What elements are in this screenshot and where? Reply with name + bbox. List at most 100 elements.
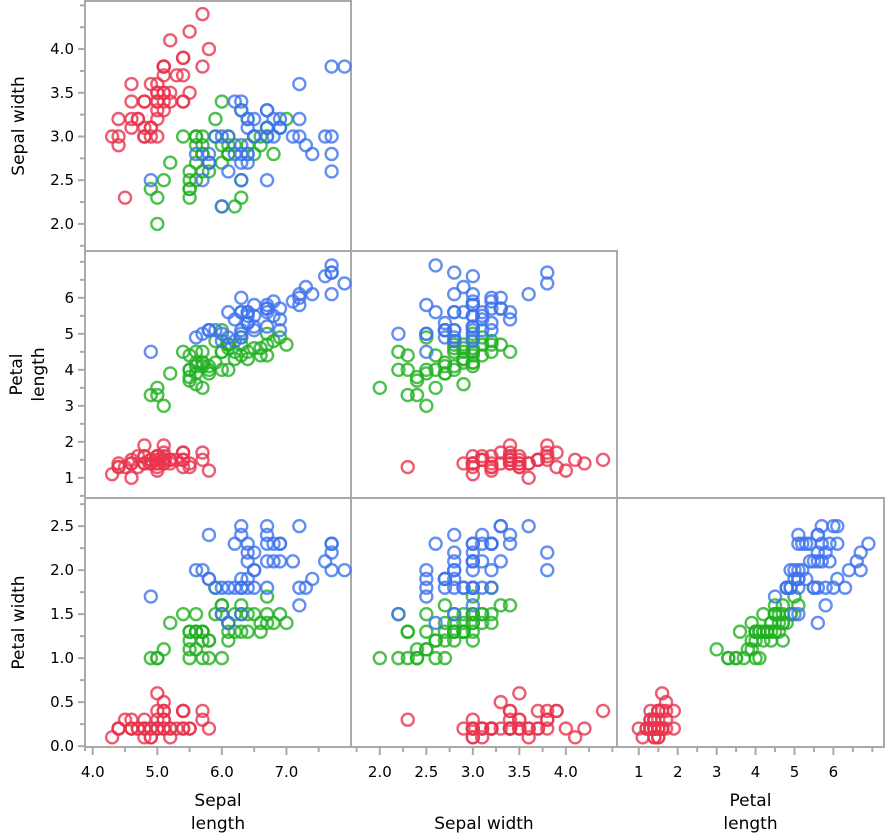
data-point-virginica [767,589,783,604]
data-point-versicolor [465,606,481,622]
data-point-virginica [465,598,481,613]
data-point-versicolor [259,615,275,631]
data-point-versicolor [214,94,230,109]
data-point-versicolor [791,598,806,613]
data-point-versicolor [428,362,443,378]
data-point-virginica [208,580,223,595]
data-point-virginica [810,554,826,569]
y-axis-title-line: Petal [7,354,27,396]
data-point-versicolor [456,351,471,367]
data-point-setosa [502,721,518,736]
data-point-setosa [502,703,518,719]
data-point-versicolor [484,615,499,631]
y-tick-label: 1.5 [50,605,74,623]
data-point-setosa [484,456,499,471]
x-tick-label: 2.5 [414,763,438,781]
y-tick-label: 2.0 [50,561,74,579]
data-point-virginica [324,129,339,144]
data-point-virginica [292,598,307,613]
data-point-versicolor [447,359,462,374]
data-point-setosa [474,730,490,745]
y-tick-label: 1 [64,469,74,487]
data-point-setosa [647,712,662,727]
data-point-virginica [502,527,518,543]
data-point-virginica [802,554,818,569]
data-point-virginica [502,312,518,327]
data-point-virginica [259,103,275,118]
panel-pw-vs-sl [84,497,352,748]
data-point-versicolor [150,380,165,396]
data-point-setosa [124,456,139,471]
data-point-setosa [124,721,139,736]
data-point-versicolor [447,633,462,648]
data-point-versicolor [400,650,415,666]
data-point-setosa [651,703,666,719]
data-point-versicolor [732,624,748,639]
data-point-setosa [465,721,481,736]
data-point-virginica [292,111,307,127]
data-point-setosa [111,459,126,475]
data-point-virginica [484,294,499,309]
data-point-virginica [447,571,462,587]
data-point-virginica [474,580,490,595]
data-point-virginica [272,323,288,338]
data-point-setosa [195,59,210,74]
data-point-setosa [201,41,217,57]
x-axis-title-pl: Petal length [723,791,777,834]
data-point-versicolor [227,351,242,367]
data-point-setosa [175,50,191,66]
y-axis-title-line: length [29,347,49,401]
data-point-virginica [502,536,518,551]
data-point-setosa [530,721,546,736]
data-point-versicolor [736,650,752,666]
x-tick-label: 4.0 [554,763,578,781]
data-point-virginica [447,305,462,320]
data-point-versicolor [156,642,171,657]
data-point-virginica [447,554,462,569]
data-point-virginica [493,554,508,569]
data-point-versicolor [400,348,415,363]
data-point-virginica [419,297,434,313]
x-axis-title-line: Sepal [194,791,241,811]
x-tick-label: 3.0 [461,763,485,781]
data-point-virginica [259,301,275,316]
data-point-setosa [666,703,682,719]
data-point-setosa [493,721,508,736]
data-point-virginica [221,164,236,179]
data-point-versicolor [748,633,763,648]
data-point-setosa [137,94,152,109]
data-point-versicolor [259,589,275,604]
data-point-virginica [214,333,230,349]
data-point-virginica [465,554,481,569]
data-point-virginica [521,287,536,302]
data-point-virginica [861,536,876,551]
data-point-virginica [456,279,471,295]
data-point-setosa [567,730,583,745]
data-point-setosa [521,730,536,745]
data-point-setosa [150,449,165,464]
data-point-virginica [419,580,434,595]
data-point-setosa [577,456,592,471]
data-point-setosa [647,721,662,736]
data-point-virginica [208,129,223,144]
data-point-virginica [484,323,499,338]
data-point-virginica [324,287,339,302]
data-point-setosa [512,721,527,736]
data-point-versicolor [437,633,453,648]
data-point-virginica [447,287,462,302]
data-point-virginica [337,562,352,578]
data-point-versicolor [195,380,210,396]
y-tick-label: 2.5 [50,171,74,189]
data-point-virginica [259,580,275,595]
data-point-virginica [324,536,339,551]
data-point-versicolor [259,606,275,622]
data-point-virginica [419,571,434,587]
data-point-setosa [182,85,197,100]
x-tick-label: 3 [712,763,722,781]
data-point-versicolor [214,650,230,666]
data-point-virginica [791,580,806,595]
data-point-versicolor [163,615,178,631]
data-point-versicolor [428,633,443,648]
data-point-virginica [540,276,555,291]
